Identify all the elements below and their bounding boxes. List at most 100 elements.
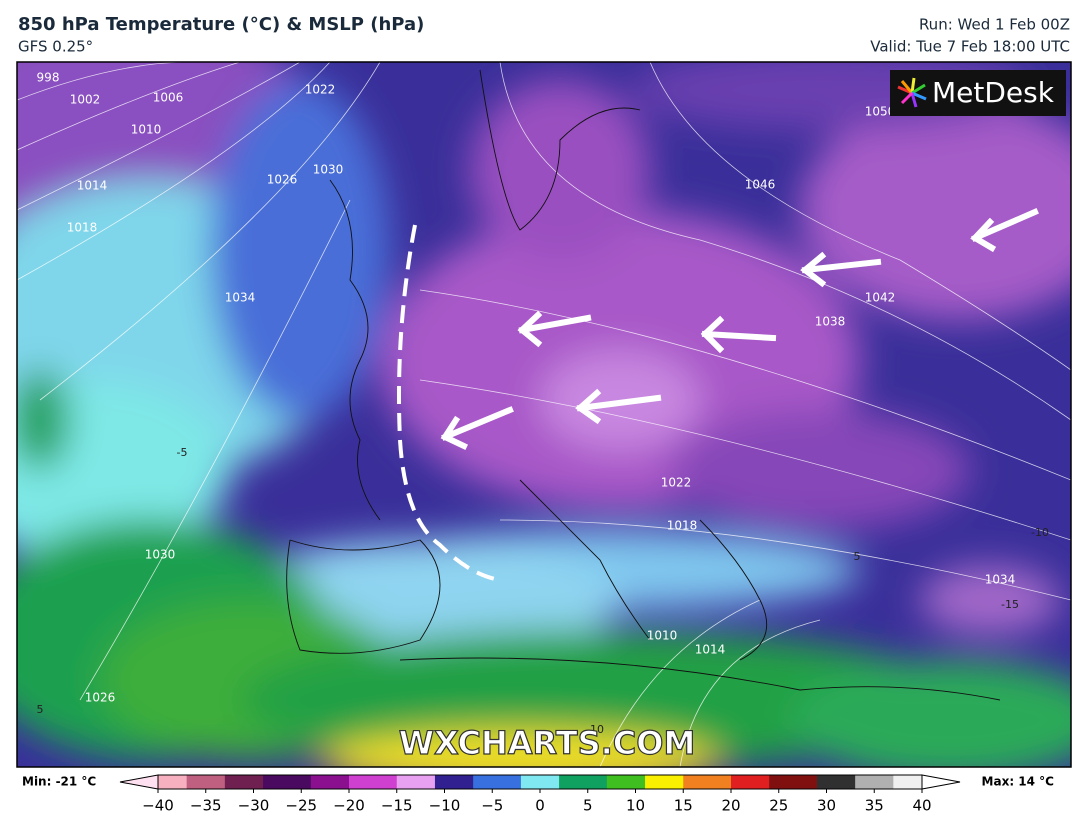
- isobar-label: 1018: [67, 221, 98, 235]
- arrows: [440, 208, 1039, 450]
- colorbar-cell: [530, 775, 541, 789]
- colorbar-cell: [778, 775, 789, 789]
- colorbar-tick-label: 10: [626, 797, 645, 815]
- logo-box: [890, 70, 1066, 116]
- colorbar-cell: [205, 775, 216, 789]
- isobar-label: 1002: [70, 93, 101, 107]
- colorbar-cell: [635, 775, 646, 789]
- colorbar-cell: [788, 775, 799, 789]
- colorbar-cell: [702, 775, 713, 789]
- colorbar-tick-label: 30: [817, 797, 836, 815]
- isobar-label: 1034: [985, 573, 1016, 587]
- colorbar-cell: [750, 775, 761, 789]
- colorbar-cell: [578, 775, 589, 789]
- colorbar-cell: [721, 775, 732, 789]
- colorbar-cell: [625, 775, 636, 789]
- isobar-label: 1026: [267, 173, 298, 187]
- colorbar-tick-label: −5: [481, 797, 503, 815]
- colorbar-cell: [759, 775, 770, 789]
- colorbar-cell: [177, 775, 188, 789]
- isobar-label: 1010: [131, 123, 162, 137]
- colorbar-cell: [434, 775, 445, 789]
- colorbar-cell: [158, 775, 169, 789]
- colorbar-cell: [855, 775, 866, 789]
- colorbar-cell: [683, 775, 694, 789]
- colorbar-min: Min: -21 °C: [22, 775, 96, 789]
- colorbar-cell: [874, 775, 885, 789]
- colorbar-cell: [329, 775, 340, 789]
- map-frame: [16, 61, 1072, 768]
- coastlines: [286, 69, 1001, 701]
- run: Run: Wed 1 Feb 00Z: [919, 16, 1070, 34]
- isobar-label: 1010: [647, 629, 678, 643]
- colorbar-tick-label: −40: [142, 797, 174, 815]
- colorbar-cell: [358, 775, 369, 789]
- colorbar-tick-label: −25: [285, 797, 317, 815]
- colorbar-cell: [167, 775, 178, 789]
- colorbar-cell: [540, 775, 551, 789]
- colorbar-tick-label: 15: [674, 797, 693, 815]
- colorbar-cell: [310, 775, 321, 789]
- colorbar-cell: [196, 775, 207, 789]
- colorbar-cell: [654, 775, 665, 789]
- colorbar-cell: [454, 775, 465, 789]
- colorbar-cell: [645, 775, 656, 789]
- colorbar-cell: [253, 775, 264, 789]
- logo-icon: [897, 77, 927, 108]
- colorbar-cell: [912, 775, 923, 789]
- colorbar-cell: [492, 775, 503, 789]
- colorbar-cell: [215, 775, 226, 789]
- colorbar-cell: [826, 775, 837, 789]
- colorbar-cell: [186, 775, 197, 789]
- isobar-label: 1022: [305, 83, 336, 97]
- isobar-label: 1014: [77, 179, 108, 193]
- colorbar-tick-label: −30: [238, 797, 270, 815]
- colorbar-cell: [406, 775, 417, 789]
- colorbar-cell: [731, 775, 742, 789]
- colorbar-cell: [272, 775, 283, 789]
- colorbar-cell: [807, 775, 818, 789]
- colorbar-cell: [339, 775, 350, 789]
- colorbar-cell: [845, 775, 856, 789]
- colorbar-cell: [816, 775, 827, 789]
- colorbar-cell: [263, 775, 274, 789]
- colorbar-cell: [473, 775, 484, 789]
- isobar-label: 1034: [225, 291, 256, 305]
- colorbar-cell: [301, 775, 312, 789]
- colorbar-cell: [587, 775, 598, 789]
- colorbar-cell: [482, 775, 493, 789]
- colorbar-cell: [769, 775, 780, 789]
- colorbar-cell: [511, 775, 522, 789]
- temperature-label: 5: [854, 550, 861, 563]
- colorbar-tick-label: 5: [583, 797, 593, 815]
- isobar-label: 1022: [661, 476, 692, 490]
- colorbar-max: Max: 14 °C: [982, 775, 1055, 789]
- colorbar-cell: [597, 775, 608, 789]
- colorbar-tick-label: 40: [912, 797, 931, 815]
- colorbar-cell: [396, 775, 407, 789]
- valid: Valid: Tue 7 Feb 18:00 UTC: [870, 38, 1070, 56]
- colorbar-cell: [664, 775, 675, 789]
- colorbar-cell: [377, 775, 388, 789]
- colorbar-tip: [119, 774, 159, 790]
- colorbar-tip: [921, 774, 961, 790]
- colorbar-tick-label: 35: [865, 797, 884, 815]
- colorbar-cell: [797, 775, 808, 789]
- colorbar-cell: [425, 775, 436, 789]
- colorbar-cell: [234, 775, 245, 789]
- colorbar-tick-label: −35: [190, 797, 222, 815]
- colorbar-cell: [282, 775, 293, 789]
- isobar-label: 1038: [815, 315, 846, 329]
- colorbar-cell: [902, 775, 913, 789]
- colorbar-cell: [387, 775, 398, 789]
- colorbar-cell: [606, 775, 617, 789]
- colorbar-tick-label: −15: [381, 797, 413, 815]
- isobar-label: 1030: [145, 548, 176, 562]
- colorbar-cell: [673, 775, 684, 789]
- colorbar-cell: [883, 775, 894, 789]
- colorbar-cell: [320, 775, 331, 789]
- colorbar-cell: [368, 775, 379, 789]
- colorbar-cell: [291, 775, 302, 789]
- colorbar-cell: [444, 775, 455, 789]
- colorbar-cell: [520, 775, 531, 789]
